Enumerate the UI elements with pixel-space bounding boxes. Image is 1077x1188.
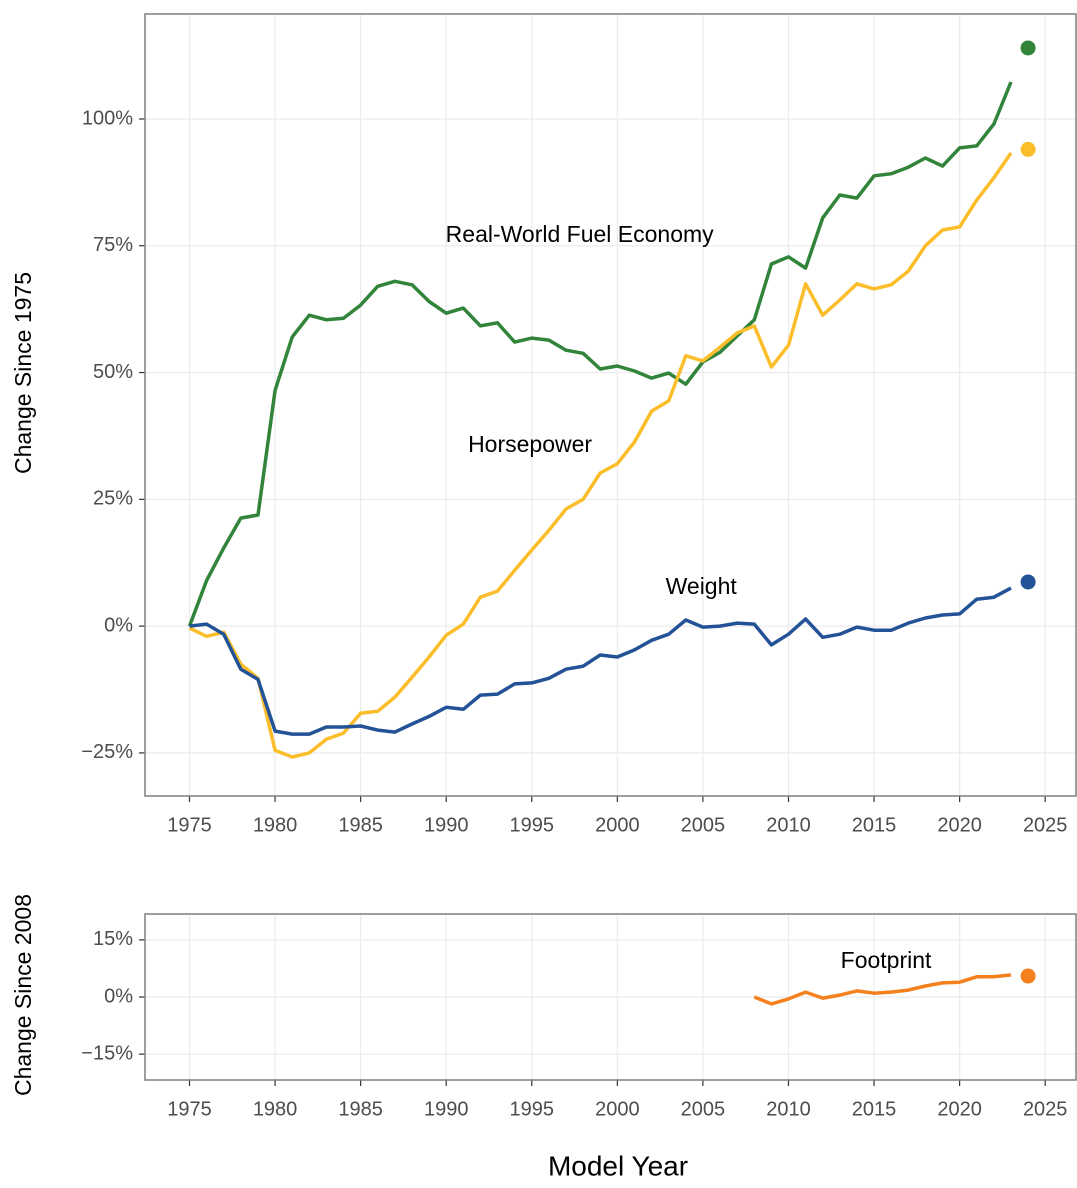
x-tick-label: 2005 [681, 814, 726, 836]
x-tick-label: 1990 [424, 1098, 469, 1120]
x-tick-label: 1985 [338, 1098, 383, 1120]
x-tick-label: 1975 [167, 814, 212, 836]
x-tick-label: 2025 [1023, 1098, 1068, 1120]
x-tick-label: 2015 [852, 1098, 897, 1120]
y-tick-label: 100% [82, 107, 133, 129]
series-line [753, 973, 1012, 1006]
series-line [189, 586, 1012, 736]
series-line [187, 81, 1013, 627]
x-tick-label: 2005 [681, 1098, 726, 1120]
annotation: Real-World Fuel Economy [446, 221, 715, 247]
y-tick-label: 15% [93, 928, 133, 950]
annotation: Footprint [841, 947, 932, 973]
x-tick-label: 2000 [595, 814, 640, 836]
y-tick-label: 0% [104, 985, 133, 1007]
x-tick-label: 1975 [167, 1098, 212, 1120]
y-tick-label: 25% [93, 488, 133, 510]
x-tick-label: 1995 [510, 1098, 555, 1120]
y-tick-label: 75% [93, 234, 133, 256]
x-tick-label: 1985 [338, 814, 383, 836]
series-line [188, 152, 1013, 759]
series-point [1020, 141, 1036, 157]
annotation: Weight [666, 573, 738, 599]
x-tick-label: 2000 [595, 1098, 640, 1120]
x-tick-label: 1990 [424, 814, 469, 836]
x-tick-label: 2020 [937, 814, 982, 836]
plot-border [144, 13, 1077, 797]
x-tick-label: 2015 [852, 814, 897, 836]
x-tick-label: 2010 [766, 814, 811, 836]
annotation: Horsepower [468, 431, 592, 457]
y-tick-label: −15% [81, 1042, 133, 1064]
series-point [1020, 574, 1036, 590]
y-axis-title: Change Since 1975 [10, 272, 36, 474]
y-tick-label: 50% [93, 361, 133, 383]
x-tick-label: 1995 [510, 814, 555, 836]
series-point [1020, 968, 1036, 984]
x-tick-label: 2025 [1023, 814, 1068, 836]
y-axis-title: Change Since 2008 [10, 894, 36, 1096]
x-tick-label: 1980 [253, 1098, 298, 1120]
x-tick-label: 1980 [253, 814, 298, 836]
x-axis-title: Model Year [548, 1150, 688, 1181]
series-point [1020, 40, 1036, 56]
plot-background [145, 14, 1076, 796]
y-tick-label: −25% [81, 741, 133, 763]
y-tick-label: 0% [104, 614, 133, 636]
plot-border [144, 913, 1077, 1081]
x-tick-label: 2010 [766, 1098, 811, 1120]
x-tick-label: 2020 [937, 1098, 982, 1120]
